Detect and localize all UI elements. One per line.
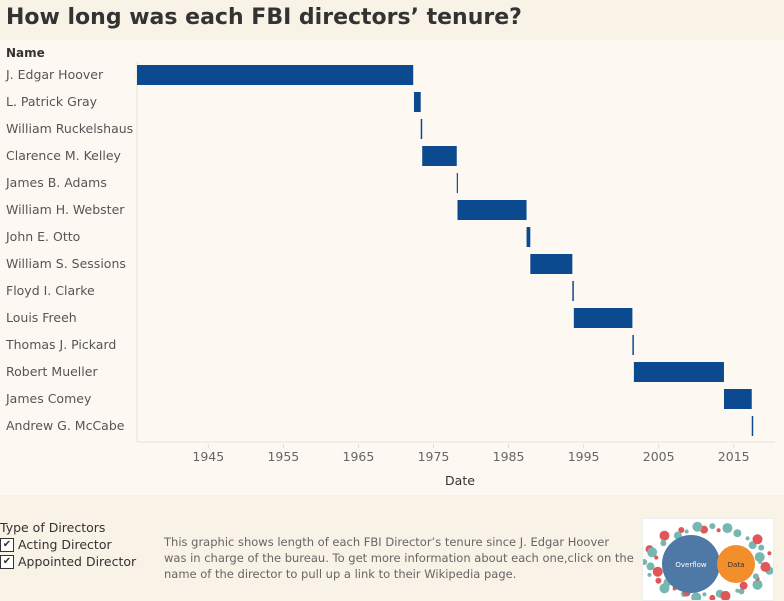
director-name-label[interactable]: James Comey: [6, 391, 92, 406]
director-name-label[interactable]: Thomas J. Pickard: [6, 337, 117, 352]
director-name-label[interactable]: Robert Mueller: [6, 364, 98, 379]
x-tick-label: 2015: [718, 449, 750, 464]
legend-label: Appointed Director: [18, 554, 137, 569]
bubble-logo-icon: Overflow Data: [643, 521, 773, 600]
checkbox-icon[interactable]: ✔: [0, 537, 14, 552]
x-tick-label: 1965: [343, 449, 375, 464]
director-name-label[interactable]: William S. Sessions: [6, 256, 126, 271]
x-tick-label: 1945: [192, 449, 224, 464]
page-title: How long was each FBI directors’ tenure?: [6, 5, 522, 30]
tenure-bar[interactable]: [723, 389, 752, 409]
legend-label: Acting Director: [18, 537, 112, 552]
tenure-bar[interactable]: [413, 92, 421, 112]
tenure-bar[interactable]: [633, 362, 724, 382]
director-name-label[interactable]: Louis Freeh: [6, 310, 77, 325]
x-tick-label: 1955: [267, 449, 299, 464]
tenure-bar[interactable]: [456, 173, 458, 193]
tenure-bar[interactable]: [751, 416, 754, 436]
tenure-bar[interactable]: [573, 308, 633, 328]
y-axis-title: Name: [6, 46, 45, 60]
x-tick-label: 1995: [568, 449, 600, 464]
director-name-label[interactable]: William H. Webster: [6, 202, 125, 217]
tenure-bar[interactable]: [632, 335, 634, 355]
checkbox-icon[interactable]: ✔: [0, 554, 14, 569]
director-name-label[interactable]: William Ruckelshaus: [6, 121, 134, 136]
title-bar: How long was each FBI directors’ tenure?: [0, 0, 784, 40]
tenure-bar[interactable]: [526, 227, 531, 247]
director-name-label[interactable]: Andrew G. McCabe: [6, 418, 125, 433]
tenure-bar[interactable]: [530, 254, 573, 274]
legend-acting-director[interactable]: ✔ Acting Director: [0, 537, 112, 552]
tenure-bar[interactable]: [572, 281, 574, 301]
description-text: This graphic shows length of each FBI Di…: [164, 535, 634, 581]
x-tick-label: 1985: [493, 449, 525, 464]
director-name-label[interactable]: Clarence M. Kelley: [6, 148, 121, 163]
x-tick-label: 2005: [643, 449, 675, 464]
x-tick-label: 1975: [418, 449, 450, 464]
tenure-bar[interactable]: [137, 65, 414, 85]
director-name-label[interactable]: L. Patrick Gray: [6, 94, 98, 109]
director-name-label[interactable]: J. Edgar Hoover: [6, 67, 104, 82]
tenure-bar[interactable]: [420, 119, 423, 139]
x-axis-title: Date: [445, 473, 475, 488]
logo-text-right: Data: [728, 561, 745, 569]
logo-text-left: Overflow: [675, 561, 707, 569]
legend-appointed-director[interactable]: ✔ Appointed Director: [0, 554, 136, 569]
tenure-bar[interactable]: [457, 200, 527, 220]
tenure-bar[interactable]: [422, 146, 457, 166]
director-name-label[interactable]: Floyd I. Clarke: [6, 283, 95, 298]
overflow-data-logo[interactable]: Overflow Data: [642, 518, 774, 601]
gantt-chart: 1945 1955 1965 1975 1985 1995 2005 2015 Date: [136, 62, 775, 488]
legend-title: Type of Directors: [0, 520, 106, 535]
director-name-label[interactable]: John E. Otto: [6, 229, 81, 244]
director-name-label[interactable]: James B. Adams: [6, 175, 107, 190]
